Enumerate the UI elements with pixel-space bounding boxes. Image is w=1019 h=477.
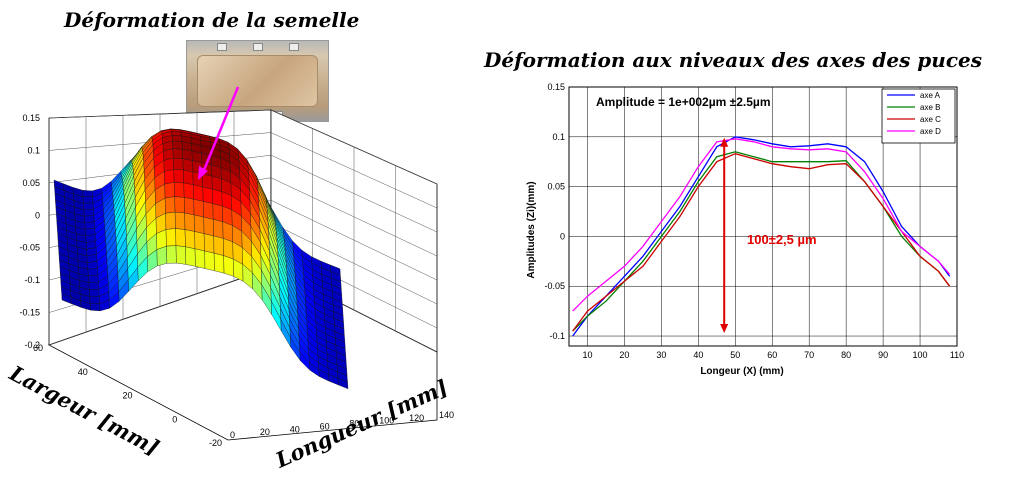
x-tick-label: 80 bbox=[841, 350, 851, 360]
z-tick-label: -0.2 bbox=[24, 340, 40, 350]
module-tab bbox=[253, 43, 263, 51]
x-tick-label: 100 bbox=[379, 416, 394, 426]
y-tick-label: 40 bbox=[78, 367, 88, 377]
x-tick-label: 120 bbox=[409, 413, 424, 423]
wall-grid-line bbox=[48, 132, 438, 209]
legend-box bbox=[881, 88, 956, 144]
line-y-axis-label: Amplitudes (Zi)(mm) bbox=[526, 181, 537, 278]
photo-arrow bbox=[200, 86, 240, 176]
z-tick-label: 0 bbox=[35, 210, 40, 220]
left-figure-title: Déformation de la semelle bbox=[64, 8, 360, 32]
z-tick-label: 0.15 bbox=[22, 113, 40, 123]
legend-entry: axe A bbox=[920, 91, 941, 100]
amplitude-annotation: Amplitude = 1e+002µm ±2.5µm bbox=[596, 95, 771, 109]
x-tick-label: 20 bbox=[260, 427, 270, 437]
x-tick-label: 60 bbox=[767, 350, 777, 360]
surface-facet bbox=[337, 378, 349, 390]
y-tick-label: 0 bbox=[172, 414, 177, 424]
x-tick-label: 60 bbox=[320, 421, 330, 431]
arrow-head-top bbox=[720, 137, 729, 147]
y-tick-label: 0.15 bbox=[547, 82, 565, 92]
series-line-axe-C bbox=[572, 153, 951, 332]
y-tick-label: 0.1 bbox=[552, 132, 565, 142]
x-tick-label: 110 bbox=[950, 350, 964, 360]
x-tick-label: 40 bbox=[290, 424, 300, 434]
baseplate-shape bbox=[197, 55, 318, 107]
legend-entry: axe C bbox=[920, 115, 941, 124]
surface-ticks: -0.2 -0.15 -0.1 -0.05 0 0.05 0.1 0.15 0 20 40 60 80 1… bbox=[19, 113, 454, 448]
x-tick-label: 20 bbox=[619, 350, 629, 360]
x-tick-label: 70 bbox=[804, 350, 814, 360]
y-tick-label: 60 bbox=[33, 343, 43, 353]
series-line-axe-A bbox=[572, 136, 951, 337]
line-chart-ticks: 10 20 30 40 50 60 70 80 90 100 110 0.15 0.1 0.05 0 -0.0… bbox=[544, 82, 964, 360]
y-tick-label: -20 bbox=[209, 438, 222, 448]
x-tick-label: 50 bbox=[730, 350, 740, 360]
module-tab bbox=[289, 43, 299, 51]
line-chart-legend: axe A axe B axe C axe D bbox=[881, 88, 956, 144]
x-tick-label: 10 bbox=[582, 350, 592, 360]
arrow-head-bottom bbox=[720, 324, 729, 334]
line-x-axis-label: Longeur (X) (mm) bbox=[700, 366, 783, 377]
x-tick-label: 90 bbox=[878, 350, 888, 360]
right-figure-title: Déformation aux niveaux des axes des puc… bbox=[484, 48, 982, 72]
x-tick-label: 100 bbox=[913, 350, 928, 360]
surface-mesh bbox=[53, 128, 349, 390]
y-tick-label: 0.05 bbox=[547, 182, 565, 192]
y-tick-label: 0 bbox=[560, 231, 565, 241]
z-tick-label: -0.15 bbox=[19, 308, 40, 318]
module-tab bbox=[217, 43, 227, 51]
y-tick-label: 20 bbox=[122, 391, 132, 401]
z-tick-label: -0.05 bbox=[19, 243, 40, 253]
x-tick-label: 80 bbox=[349, 419, 359, 429]
amplitude-arrow-label: 100±2,5 µm bbox=[747, 232, 817, 247]
amplitude-arrow bbox=[720, 137, 729, 334]
x-tick-label: 0 bbox=[230, 430, 235, 440]
wall-grid-line bbox=[48, 109, 438, 185]
z-tick-label: 0.1 bbox=[27, 145, 40, 155]
y-tick-label: -0.05 bbox=[544, 281, 565, 291]
legend-entry: axe D bbox=[920, 127, 941, 136]
z-tick-label: -0.1 bbox=[24, 275, 40, 285]
x-tick-label: 140 bbox=[439, 410, 454, 420]
line-chart-series bbox=[572, 136, 951, 337]
y-tick-label: -0.1 bbox=[549, 331, 565, 341]
series-line-axe-D bbox=[572, 138, 951, 312]
photo-arrow-head bbox=[198, 166, 208, 180]
x-tick-label: 30 bbox=[656, 350, 666, 360]
legend-entry: axe B bbox=[920, 103, 940, 112]
z-tick-label: 0.05 bbox=[22, 178, 40, 188]
series-line-axe-B bbox=[572, 151, 951, 332]
x-tick-label: 40 bbox=[693, 350, 703, 360]
